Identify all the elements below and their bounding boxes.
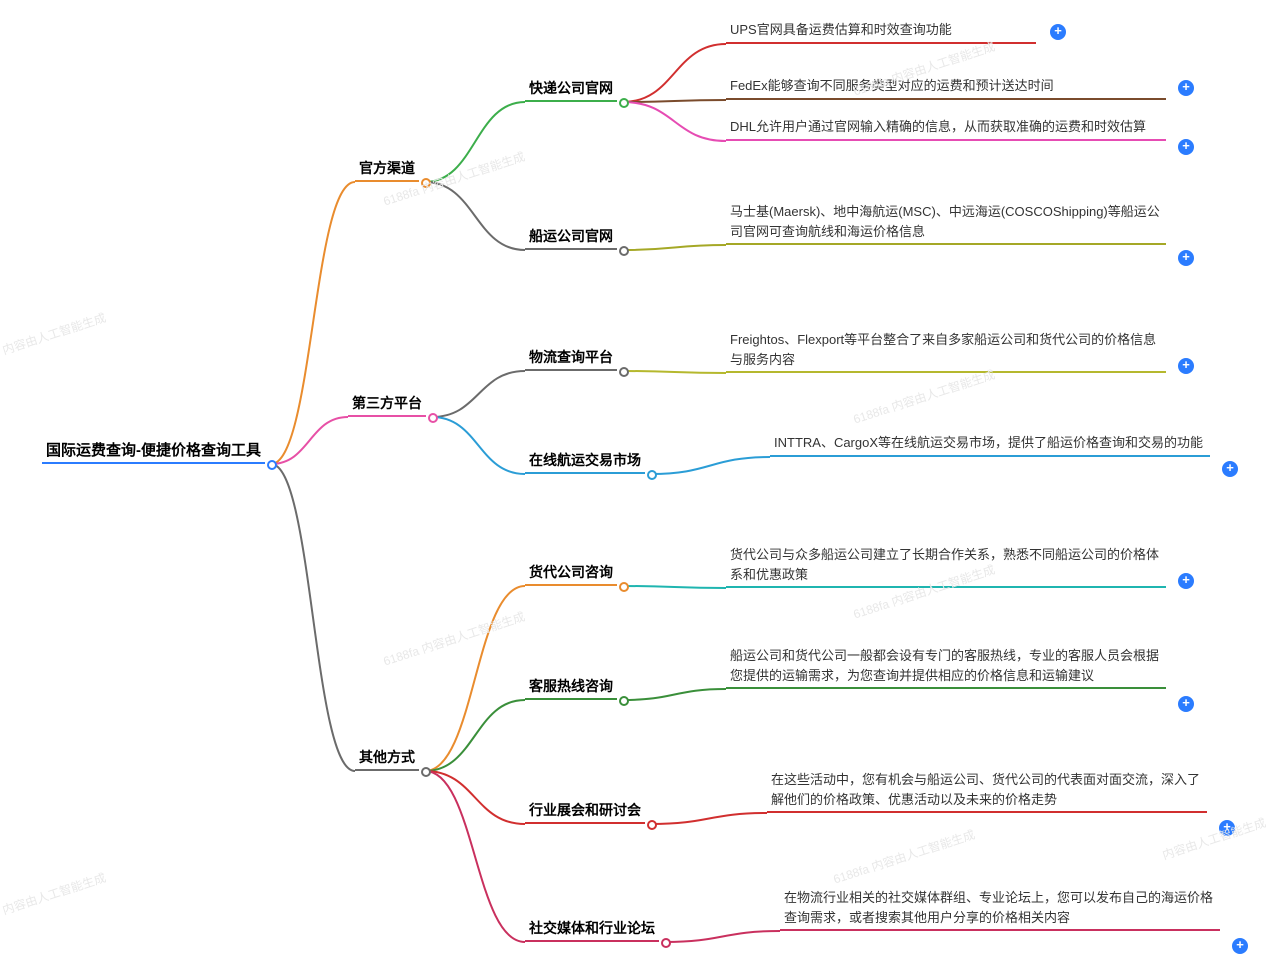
node-underline <box>726 98 1166 100</box>
leaf-courier-1[interactable]: FedEx能够查询不同服务类型对应的运费和预计送达时间 <box>726 74 1166 100</box>
branch-courier[interactable]: 快递公司官网 <box>525 76 617 102</box>
add-node-button[interactable]: + <box>1178 696 1194 712</box>
add-node-button[interactable]: + <box>1222 461 1238 477</box>
leaf-courier-0-label: UPS官网具备运费估算和时效查询功能 <box>726 18 1036 44</box>
branch-hotline-label: 客服热线咨询 <box>525 674 617 700</box>
expand-dot-icon[interactable] <box>619 696 629 706</box>
node-underline <box>525 584 617 586</box>
leaf-logistics-0-label: Freightos、Flexport等平台整合了来自多家船运公司和货代公司的价格… <box>726 328 1166 373</box>
node-underline <box>355 180 419 182</box>
add-node-button[interactable]: + <box>1178 139 1194 155</box>
node-underline <box>525 248 617 250</box>
expand-dot-icon[interactable] <box>619 98 629 108</box>
branch-shipping[interactable]: 船运公司官网 <box>525 224 617 250</box>
branch-logistics-label: 物流查询平台 <box>525 345 617 371</box>
leaf-social-0[interactable]: 在物流行业相关的社交媒体群组、专业论坛上，您可以发布自己的海运价格查询需求，或者… <box>780 886 1220 931</box>
branch-thirdparty[interactable]: 第三方平台 <box>348 391 426 417</box>
branch-logistics[interactable]: 物流查询平台 <box>525 345 617 371</box>
leaf-logistics-0[interactable]: Freightos、Flexport等平台整合了来自多家船运公司和货代公司的价格… <box>726 328 1166 373</box>
branch-expo-label: 行业展会和研讨会 <box>525 798 645 824</box>
watermark: 6188fa 内容由人工智能生成 <box>381 608 527 670</box>
node-underline <box>726 243 1166 245</box>
node-underline <box>355 769 419 771</box>
watermark: 6188fa 内容由人工智能生成 <box>851 366 997 428</box>
expand-dot-icon[interactable] <box>619 582 629 592</box>
branch-hotline[interactable]: 客服热线咨询 <box>525 674 617 700</box>
leaf-shipping-0-label: 马士基(Maersk)、地中海航运(MSC)、中远海运(COSCOShippin… <box>726 200 1166 245</box>
node-underline <box>525 698 617 700</box>
expand-dot-icon[interactable] <box>421 767 431 777</box>
leaf-expo-0[interactable]: 在这些活动中，您有机会与船运公司、货代公司的代表面对面交流，深入了解他们的价格政… <box>767 768 1207 813</box>
expand-dot-icon[interactable] <box>619 367 629 377</box>
branch-expo[interactable]: 行业展会和研讨会 <box>525 798 645 824</box>
leaf-expo-0-label: 在这些活动中，您有机会与船运公司、货代公司的代表面对面交流，深入了解他们的价格政… <box>767 768 1207 813</box>
leaf-hotline-0[interactable]: 船运公司和货代公司一般都会设有专门的客服热线，专业的客服人员会根据您提供的运输需… <box>726 644 1166 689</box>
add-node-button[interactable]: + <box>1178 358 1194 374</box>
branch-marketplace-label: 在线航运交易市场 <box>525 448 645 474</box>
node-underline <box>525 100 617 102</box>
expand-dot-icon[interactable] <box>647 820 657 830</box>
branch-other[interactable]: 其他方式 <box>355 745 419 771</box>
leaf-freightagent-0[interactable]: 货代公司与众多船运公司建立了长期合作关系，熟悉不同船运公司的价格体系和优惠政策 <box>726 543 1166 588</box>
leaf-marketplace-0[interactable]: INTTRA、CargoX等在线航运交易市场，提供了船运价格查询和交易的功能 <box>770 431 1210 457</box>
watermark: 内容由人工智能生成 <box>1160 814 1268 864</box>
leaf-marketplace-0-label: INTTRA、CargoX等在线航运交易市场，提供了船运价格查询和交易的功能 <box>770 431 1210 457</box>
branch-freightagent-label: 货代公司咨询 <box>525 560 617 586</box>
watermark: 6188fa 内容由人工智能生成 <box>831 826 977 888</box>
node-underline <box>525 940 659 942</box>
node-underline <box>726 586 1166 588</box>
branch-social[interactable]: 社交媒体和行业论坛 <box>525 916 659 942</box>
leaf-courier-2[interactable]: DHL允许用户通过官网输入精确的信息，从而获取准确的运费和时效估算 <box>726 115 1166 141</box>
expand-dot-icon[interactable] <box>421 178 431 188</box>
expand-dot-icon[interactable] <box>619 246 629 256</box>
expand-dot-icon[interactable] <box>267 460 277 470</box>
branch-courier-label: 快递公司官网 <box>525 76 617 102</box>
branch-shipping-label: 船运公司官网 <box>525 224 617 250</box>
watermark: 内容由人工智能生成 <box>0 309 108 359</box>
branch-official-label: 官方渠道 <box>355 156 419 182</box>
node-underline <box>525 822 645 824</box>
root-node[interactable]: 国际运费查询-便捷价格查询工具 <box>42 437 265 464</box>
leaf-courier-0[interactable]: UPS官网具备运费估算和时效查询功能 <box>726 18 1036 44</box>
expand-dot-icon[interactable] <box>661 938 671 948</box>
add-node-button[interactable]: + <box>1050 24 1066 40</box>
add-node-button[interactable]: + <box>1219 820 1235 836</box>
branch-social-label: 社交媒体和行业论坛 <box>525 916 659 942</box>
add-node-button[interactable]: + <box>1178 250 1194 266</box>
branch-freightagent[interactable]: 货代公司咨询 <box>525 560 617 586</box>
expand-dot-icon[interactable] <box>647 470 657 480</box>
node-underline <box>525 472 645 474</box>
node-underline <box>767 811 1207 813</box>
root-node-label: 国际运费查询-便捷价格查询工具 <box>42 437 265 464</box>
leaf-courier-1-label: FedEx能够查询不同服务类型对应的运费和预计送达时间 <box>726 74 1166 100</box>
node-underline <box>525 369 617 371</box>
leaf-shipping-0[interactable]: 马士基(Maersk)、地中海航运(MSC)、中远海运(COSCOShippin… <box>726 200 1166 245</box>
add-node-button[interactable]: + <box>1232 938 1248 954</box>
expand-dot-icon[interactable] <box>428 413 438 423</box>
node-underline <box>42 462 265 464</box>
node-underline <box>726 42 1036 44</box>
node-underline <box>726 371 1166 373</box>
node-underline <box>770 455 1210 457</box>
node-underline <box>726 687 1166 689</box>
node-underline <box>780 929 1220 931</box>
node-underline <box>726 139 1166 141</box>
add-node-button[interactable]: + <box>1178 573 1194 589</box>
add-node-button[interactable]: + <box>1178 80 1194 96</box>
node-underline <box>348 415 426 417</box>
leaf-hotline-0-label: 船运公司和货代公司一般都会设有专门的客服热线，专业的客服人员会根据您提供的运输需… <box>726 644 1166 689</box>
branch-other-label: 其他方式 <box>355 745 419 771</box>
leaf-courier-2-label: DHL允许用户通过官网输入精确的信息，从而获取准确的运费和时效估算 <box>726 115 1166 141</box>
branch-official[interactable]: 官方渠道 <box>355 156 419 182</box>
branch-thirdparty-label: 第三方平台 <box>348 391 426 417</box>
branch-marketplace[interactable]: 在线航运交易市场 <box>525 448 645 474</box>
watermark: 内容由人工智能生成 <box>0 869 108 919</box>
leaf-freightagent-0-label: 货代公司与众多船运公司建立了长期合作关系，熟悉不同船运公司的价格体系和优惠政策 <box>726 543 1166 588</box>
leaf-social-0-label: 在物流行业相关的社交媒体群组、专业论坛上，您可以发布自己的海运价格查询需求，或者… <box>780 886 1220 931</box>
